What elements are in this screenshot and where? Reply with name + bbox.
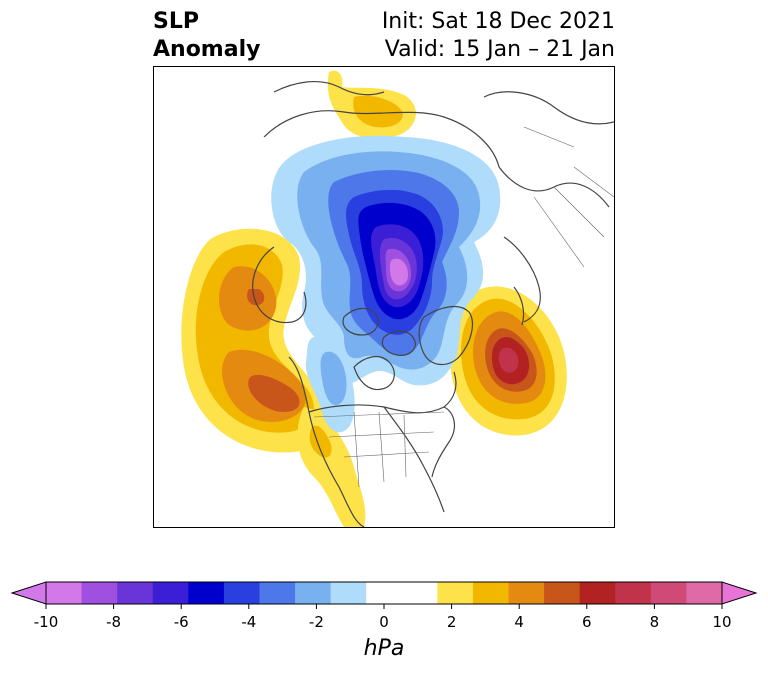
positive-anomaly-north-atlantic [449, 286, 567, 436]
colorbar-bin [686, 582, 723, 604]
coastlines [252, 81, 614, 527]
colorbar-over-arrow [721, 581, 758, 605]
colorbar-tick-label: 6 [582, 613, 592, 631]
colorbar-bin [188, 582, 225, 604]
colorbar-tick-label: 0 [379, 613, 389, 631]
colorbar-ticks: -10 -8 -6 -4 -2 0 2 4 6 8 10 [34, 604, 732, 631]
colorbar-bin [508, 582, 545, 604]
colorbar-tick-label: 8 [650, 613, 660, 631]
title-line-1: SLP [153, 9, 199, 34]
anomaly-map [153, 66, 615, 528]
colorbar-bin [259, 582, 296, 604]
colorbar-bin [330, 582, 367, 604]
colorbar-bins [46, 582, 723, 604]
colorbar-unit-label: hPa [364, 636, 405, 661]
colorbar-under-arrow [10, 581, 47, 605]
date-info: Init: Sat 18 Dec 2021 Valid: 15 Jan – 21… [382, 8, 615, 64]
colorbar-tick-label: -2 [309, 613, 324, 631]
colorbar-bin [223, 582, 260, 604]
positive-anomaly-north-pacific [181, 228, 327, 453]
colorbar-bin [650, 582, 687, 604]
colorbar-bin [401, 582, 438, 604]
positive-anomaly-north-siberia [327, 70, 416, 139]
colorbar-tick-label: -8 [106, 613, 121, 631]
colorbar: -10 -8 -6 -4 -2 0 2 4 6 8 10 hPa [0, 575, 768, 673]
valid-range: Valid: 15 Jan – 21 Jan [384, 37, 615, 62]
colorbar-bin [437, 582, 474, 604]
colorbar-bin [46, 582, 83, 604]
colorbar-bin [615, 582, 652, 604]
colorbar-tick-label: 4 [514, 613, 524, 631]
init-date: Init: Sat 18 Dec 2021 [381, 9, 615, 34]
colorbar-bin [295, 582, 332, 604]
colorbar-bin [579, 582, 616, 604]
colorbar-bin [117, 582, 154, 604]
title-line-2: Anomaly [153, 37, 261, 62]
political-borders [313, 126, 614, 488]
colorbar-bin [81, 582, 118, 604]
negative-anomaly-arctic [271, 135, 501, 433]
colorbar-bin [366, 582, 403, 604]
colorbar-tick-label: -6 [174, 613, 189, 631]
colorbar-bin [472, 582, 510, 604]
colorbar-tick-label: 10 [712, 613, 731, 631]
colorbar-tick-label: -10 [34, 613, 59, 631]
colorbar-bin [544, 582, 581, 604]
colorbar-tick-label: -4 [241, 613, 256, 631]
map-title: SLP Anomaly [153, 8, 260, 64]
colorbar-tick-label: 2 [447, 613, 457, 631]
colorbar-bin [152, 582, 189, 604]
